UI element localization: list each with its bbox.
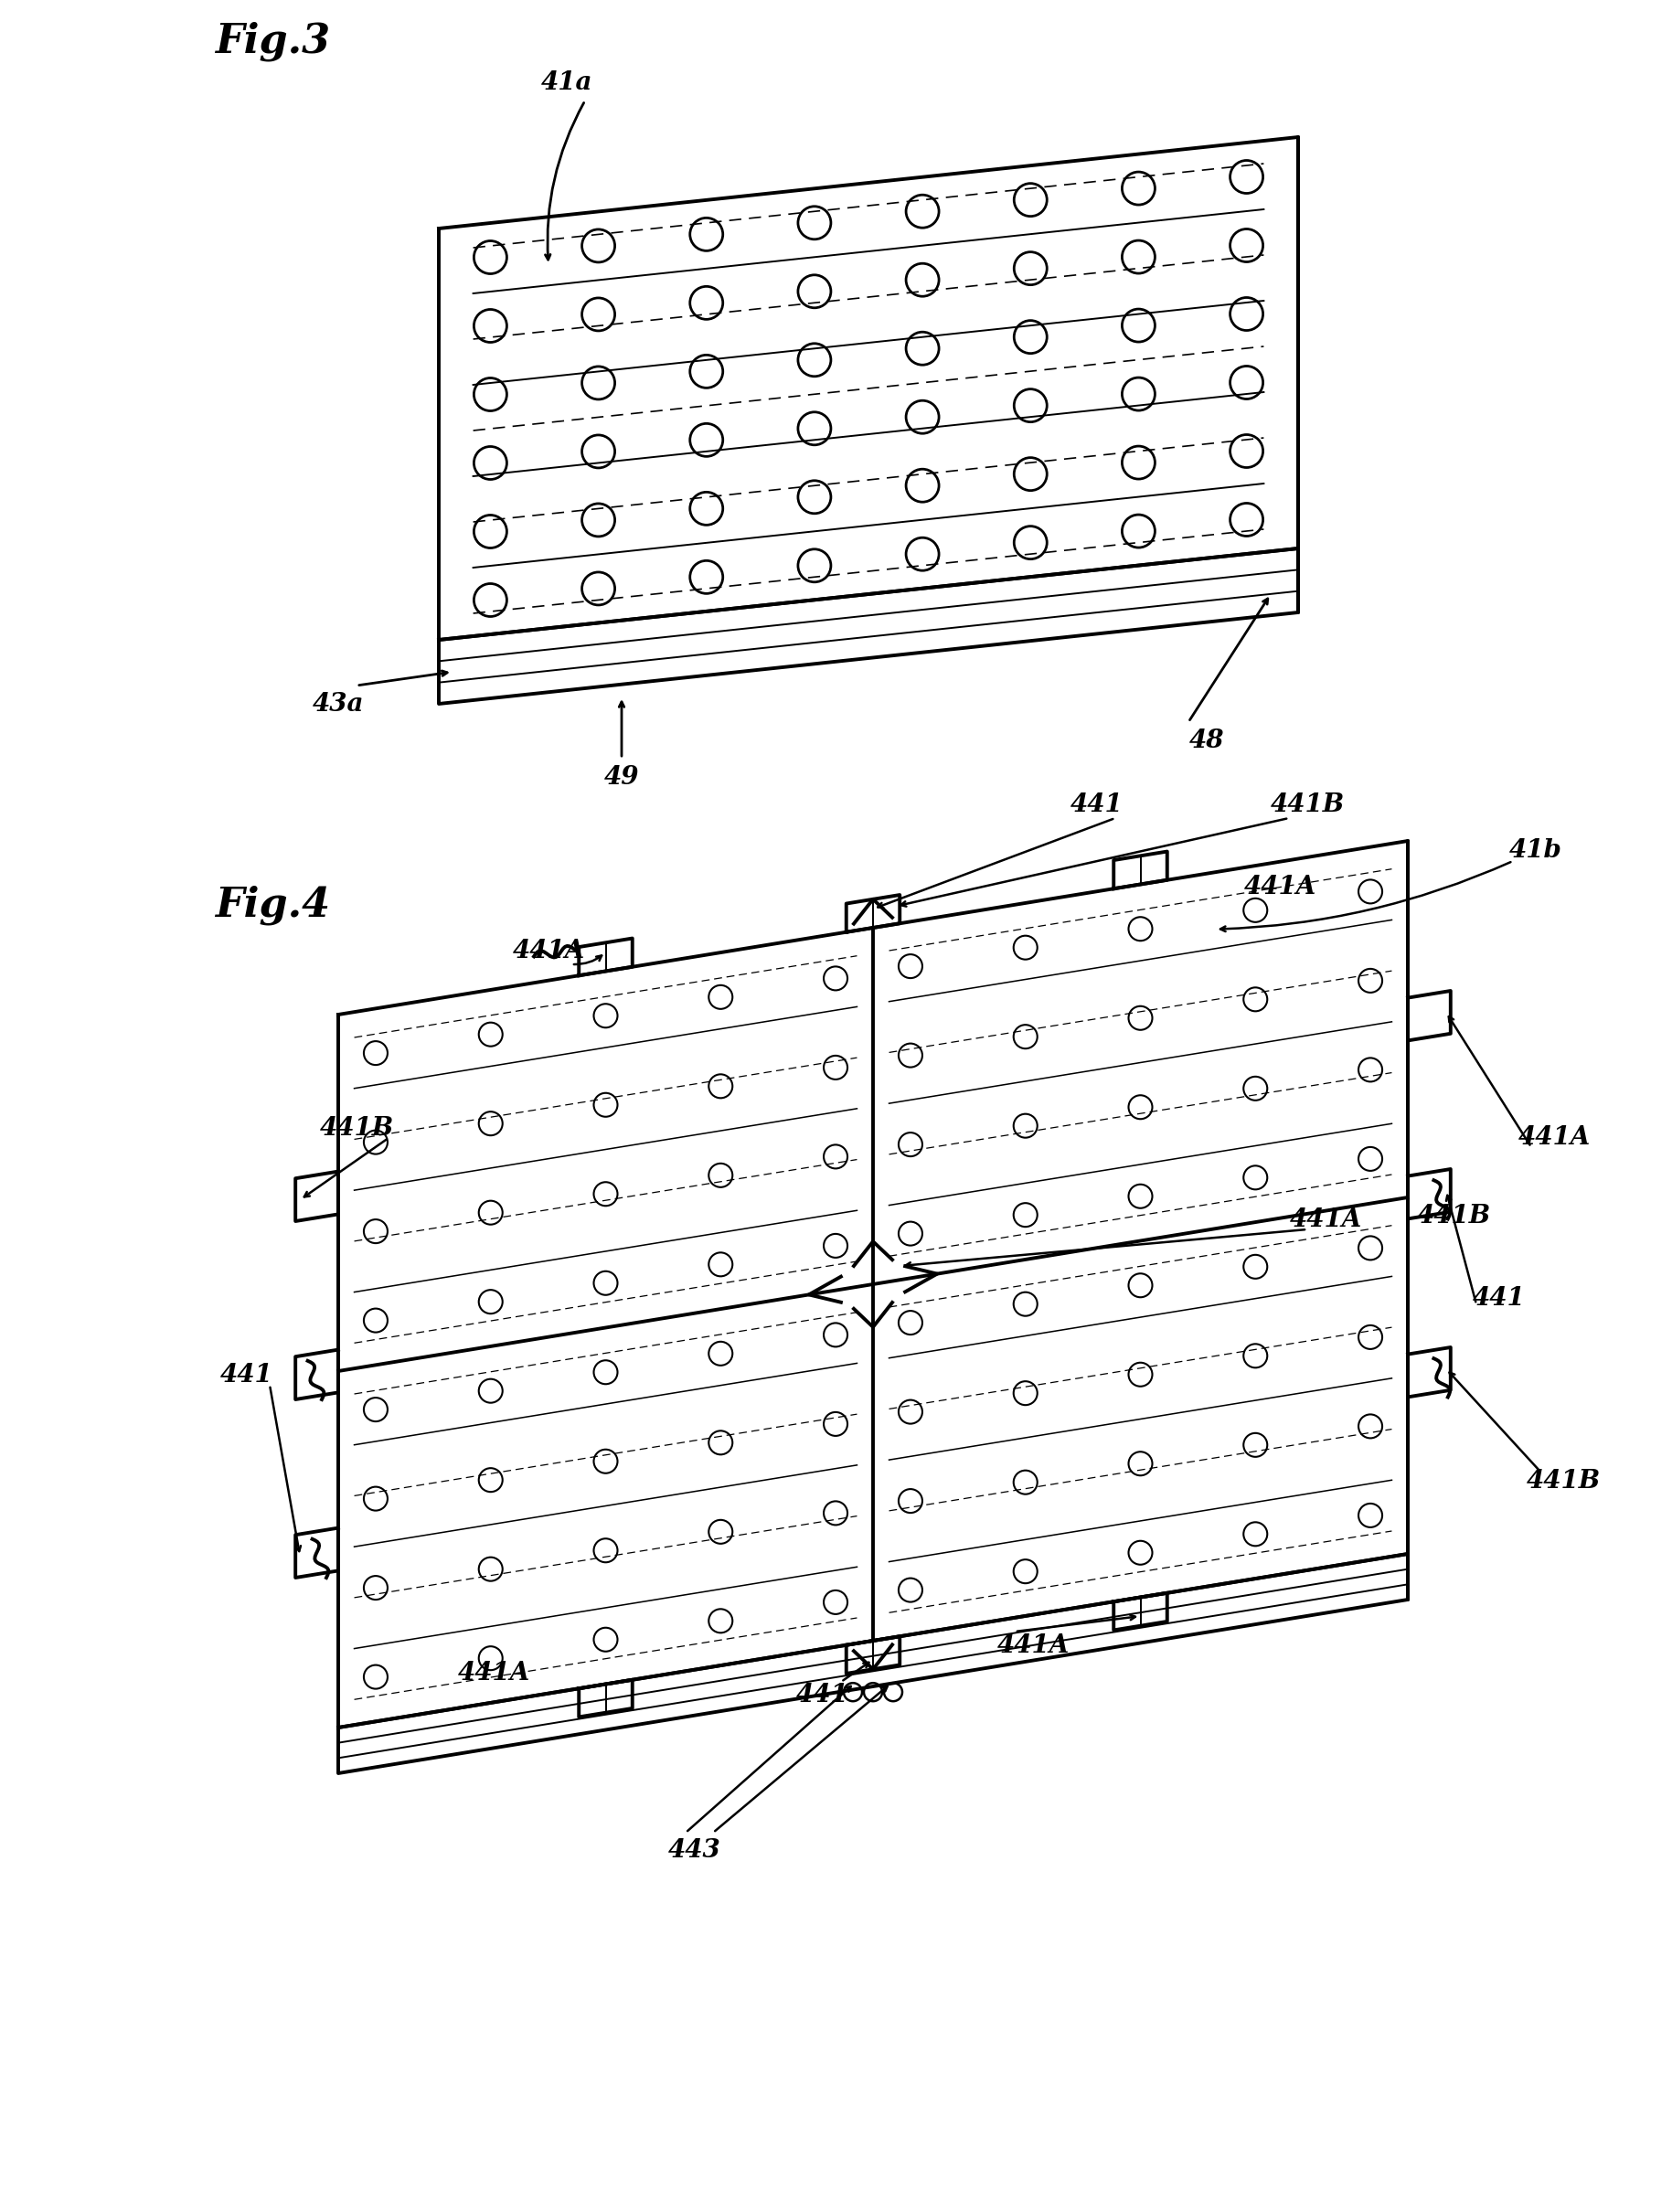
Text: 48: 48	[1189, 728, 1224, 752]
Text: 441B: 441B	[1271, 792, 1344, 816]
Text: Fig.3: Fig.3	[214, 22, 329, 62]
Text: 43a: 43a	[313, 692, 364, 717]
Text: 441A: 441A	[1289, 1208, 1361, 1232]
Text: 441A: 441A	[1244, 874, 1316, 898]
Text: 443: 443	[669, 1838, 721, 1863]
Text: 49: 49	[604, 765, 639, 790]
Text: 41b: 41b	[1510, 838, 1562, 863]
Text: 441A: 441A	[512, 938, 585, 962]
Text: 441B: 441B	[1416, 1203, 1491, 1228]
Text: 41a: 41a	[542, 71, 592, 95]
Text: 441B: 441B	[1527, 1469, 1600, 1493]
Text: 441: 441	[1070, 792, 1124, 816]
Text: 441A: 441A	[997, 1632, 1068, 1657]
Text: 441A: 441A	[1518, 1126, 1590, 1150]
Text: Fig.4: Fig.4	[214, 885, 329, 925]
Text: 441: 441	[796, 1683, 849, 1708]
Text: 441B: 441B	[319, 1117, 393, 1141]
Text: 441: 441	[221, 1363, 273, 1387]
Text: 441A: 441A	[458, 1661, 530, 1686]
Text: 441: 441	[1473, 1285, 1525, 1310]
